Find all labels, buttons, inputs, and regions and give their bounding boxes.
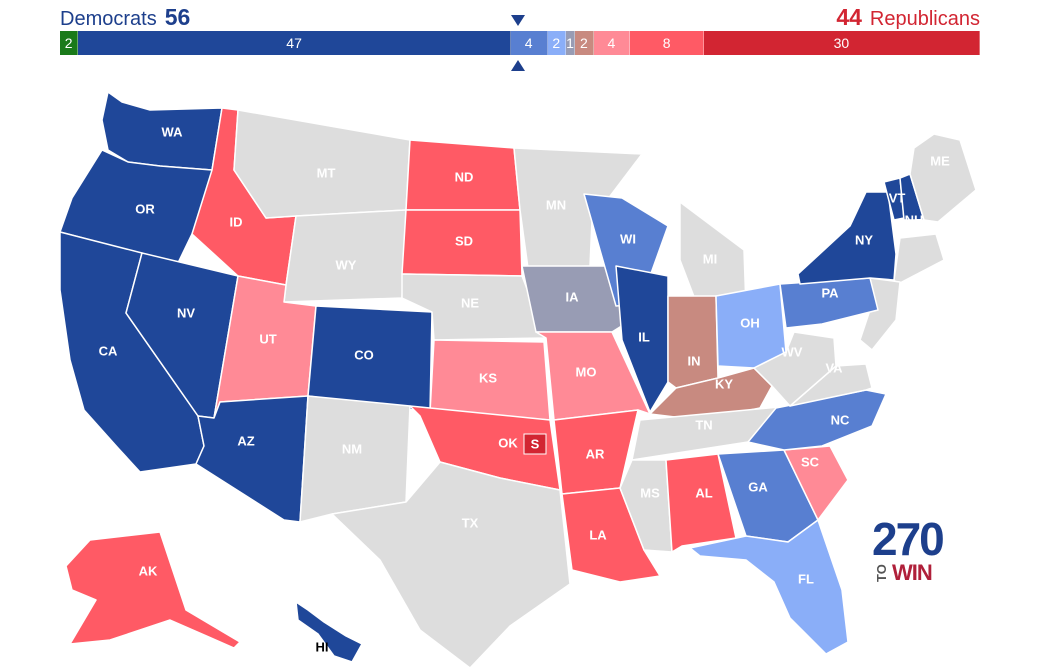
state-il[interactable] — [615, 265, 669, 413]
state-oh[interactable] — [715, 283, 787, 369]
state-ks[interactable] — [429, 339, 551, 421]
dem-header: Democrats 56 — [60, 4, 190, 31]
seat-balance-bar: 2 47 4 2 1 2 4 8 30 — [60, 31, 980, 55]
state-ak[interactable] — [65, 531, 241, 649]
rep-party-label: Republicans — [869, 8, 980, 30]
state-mt[interactable] — [233, 109, 411, 219]
state-tx[interactable] — [331, 461, 571, 669]
bar-segment-likely-dem[interactable]: 4 — [510, 31, 548, 55]
majority-marker-top — [511, 15, 525, 26]
logo-number: 270 — [872, 513, 945, 565]
bar-segment-tossup[interactable]: 1 — [565, 31, 576, 55]
state-nm[interactable] — [299, 395, 411, 523]
state-in[interactable] — [667, 295, 719, 389]
majority-marker-bottom — [511, 60, 525, 71]
270towin-logo: 270 TO WIN — [872, 513, 945, 586]
bar-segment-safe-rep[interactable]: 30 — [703, 31, 980, 55]
state-wy[interactable] — [283, 209, 407, 303]
state-nd[interactable] — [405, 139, 521, 211]
state-me[interactable] — [909, 133, 977, 223]
bar-segment-lean-dem[interactable]: 2 — [547, 31, 566, 55]
bar-segment-other[interactable]: 2 — [60, 31, 79, 55]
state-al[interactable] — [665, 453, 737, 553]
state-pa[interactable] — [779, 277, 879, 329]
rep-header: 44 Republicans — [836, 4, 980, 31]
state-wv[interactable] — [753, 331, 837, 407]
rep-seat-total: 44 — [836, 4, 862, 30]
state-hi[interactable] — [295, 601, 363, 663]
state-ia[interactable] — [521, 265, 629, 333]
state-fl[interactable] — [689, 519, 849, 655]
state-nc[interactable] — [747, 389, 887, 451]
bar-segment-safe-dem[interactable]: 47 — [78, 31, 511, 55]
bar-segment-likely-rep[interactable]: 8 — [630, 31, 704, 55]
bar-segment-lean-rep[interactable]: 4 — [593, 31, 631, 55]
state-sd[interactable] — [401, 209, 523, 277]
special-election-badge[interactable] — [523, 433, 547, 455]
dem-party-label: Democrats — [60, 8, 157, 30]
dem-seat-total: 56 — [164, 4, 191, 30]
bar-segment-tilt-rep[interactable]: 2 — [575, 31, 594, 55]
state-ny[interactable] — [797, 191, 897, 285]
logo-to: TO — [874, 564, 889, 582]
ct-ri-ma-state[interactable] — [893, 233, 945, 285]
logo-win: WIN — [892, 560, 933, 585]
state-co[interactable] — [307, 305, 433, 413]
